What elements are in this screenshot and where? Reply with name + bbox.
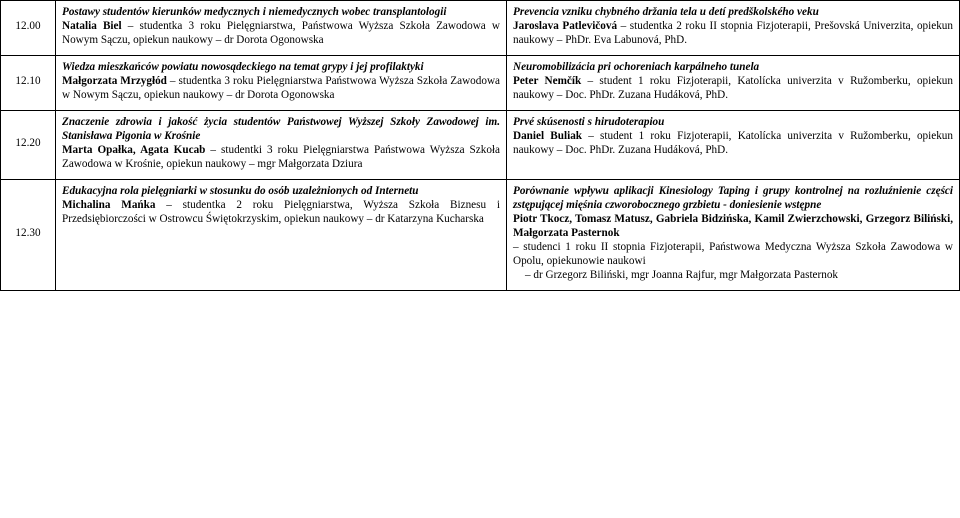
left-title: Postawy studentów kierunków medycznych i…	[62, 6, 446, 18]
right-author: Peter Nemčík	[513, 75, 581, 87]
right-cell: Porównanie wpływu aplikacji Kinesiology …	[507, 180, 960, 291]
left-cell: Postawy studentów kierunków medycznych i…	[56, 1, 507, 56]
right-cell: Prvé skúsenosti s hirudoterapiou Daniel …	[507, 111, 960, 180]
time-cell: 12.00	[1, 1, 56, 56]
right-title: Neuromobilizácia pri ochoreniach karpáln…	[513, 61, 759, 73]
left-author: Marta Opałka, Agata Kucab	[62, 144, 205, 156]
schedule-table: 12.00 Postawy studentów kierunków medycz…	[0, 0, 960, 291]
left-rest: – studentka 3 roku Pielęgniarstwa, Państ…	[62, 20, 500, 46]
right-author: Daniel Buliak	[513, 130, 582, 142]
right-author: Piotr Tkocz, Tomasz Matusz, Gabriela Bid…	[513, 213, 953, 239]
right-title: Prvé skúsenosti s hirudoterapiou	[513, 116, 664, 128]
table-row: 12.00 Postawy studentów kierunków medycz…	[1, 1, 960, 56]
time-cell: 12.30	[1, 180, 56, 291]
right-cell: Neuromobilizácia pri ochoreniach karpáln…	[507, 56, 960, 111]
left-cell: Wiedza mieszkańców powiatu nowosądeckieg…	[56, 56, 507, 111]
right-author: Jaroslava Patlevičová	[513, 20, 617, 32]
table-row: 12.30 Edukacyjna rola pielęgniarki w sto…	[1, 180, 960, 291]
left-cell: Znaczenie zdrowia i jakość życia student…	[56, 111, 507, 180]
table-row: 12.20 Znaczenie zdrowia i jakość życia s…	[1, 111, 960, 180]
right-rest-line1: – studenci 1 roku II stopnia Fizjoterapi…	[513, 241, 953, 267]
time-cell: 12.10	[1, 56, 56, 111]
table-row: 12.10 Wiedza mieszkańców powiatu nowosąd…	[1, 56, 960, 111]
time-cell: 12.20	[1, 111, 56, 180]
left-title: Znaczenie zdrowia i jakość życia student…	[62, 116, 500, 142]
left-author: Natalia Biel	[62, 20, 122, 32]
left-title: Edukacyjna rola pielęgniarki w stosunku …	[62, 185, 419, 197]
right-title: Prevencia vzniku chybného držania tela u…	[513, 6, 819, 18]
left-cell: Edukacyjna rola pielęgniarki w stosunku …	[56, 180, 507, 291]
left-author: Michalina Mańka	[62, 199, 155, 211]
right-rest-line2: – dr Grzegorz Biliński, mgr Joanna Rajfu…	[513, 268, 838, 282]
left-author: Małgorzata Mrzygłód	[62, 75, 167, 87]
left-title: Wiedza mieszkańców powiatu nowosądeckieg…	[62, 61, 424, 73]
right-title: Porównanie wpływu aplikacji Kinesiology …	[513, 185, 953, 211]
right-cell: Prevencia vzniku chybného držania tela u…	[507, 1, 960, 56]
